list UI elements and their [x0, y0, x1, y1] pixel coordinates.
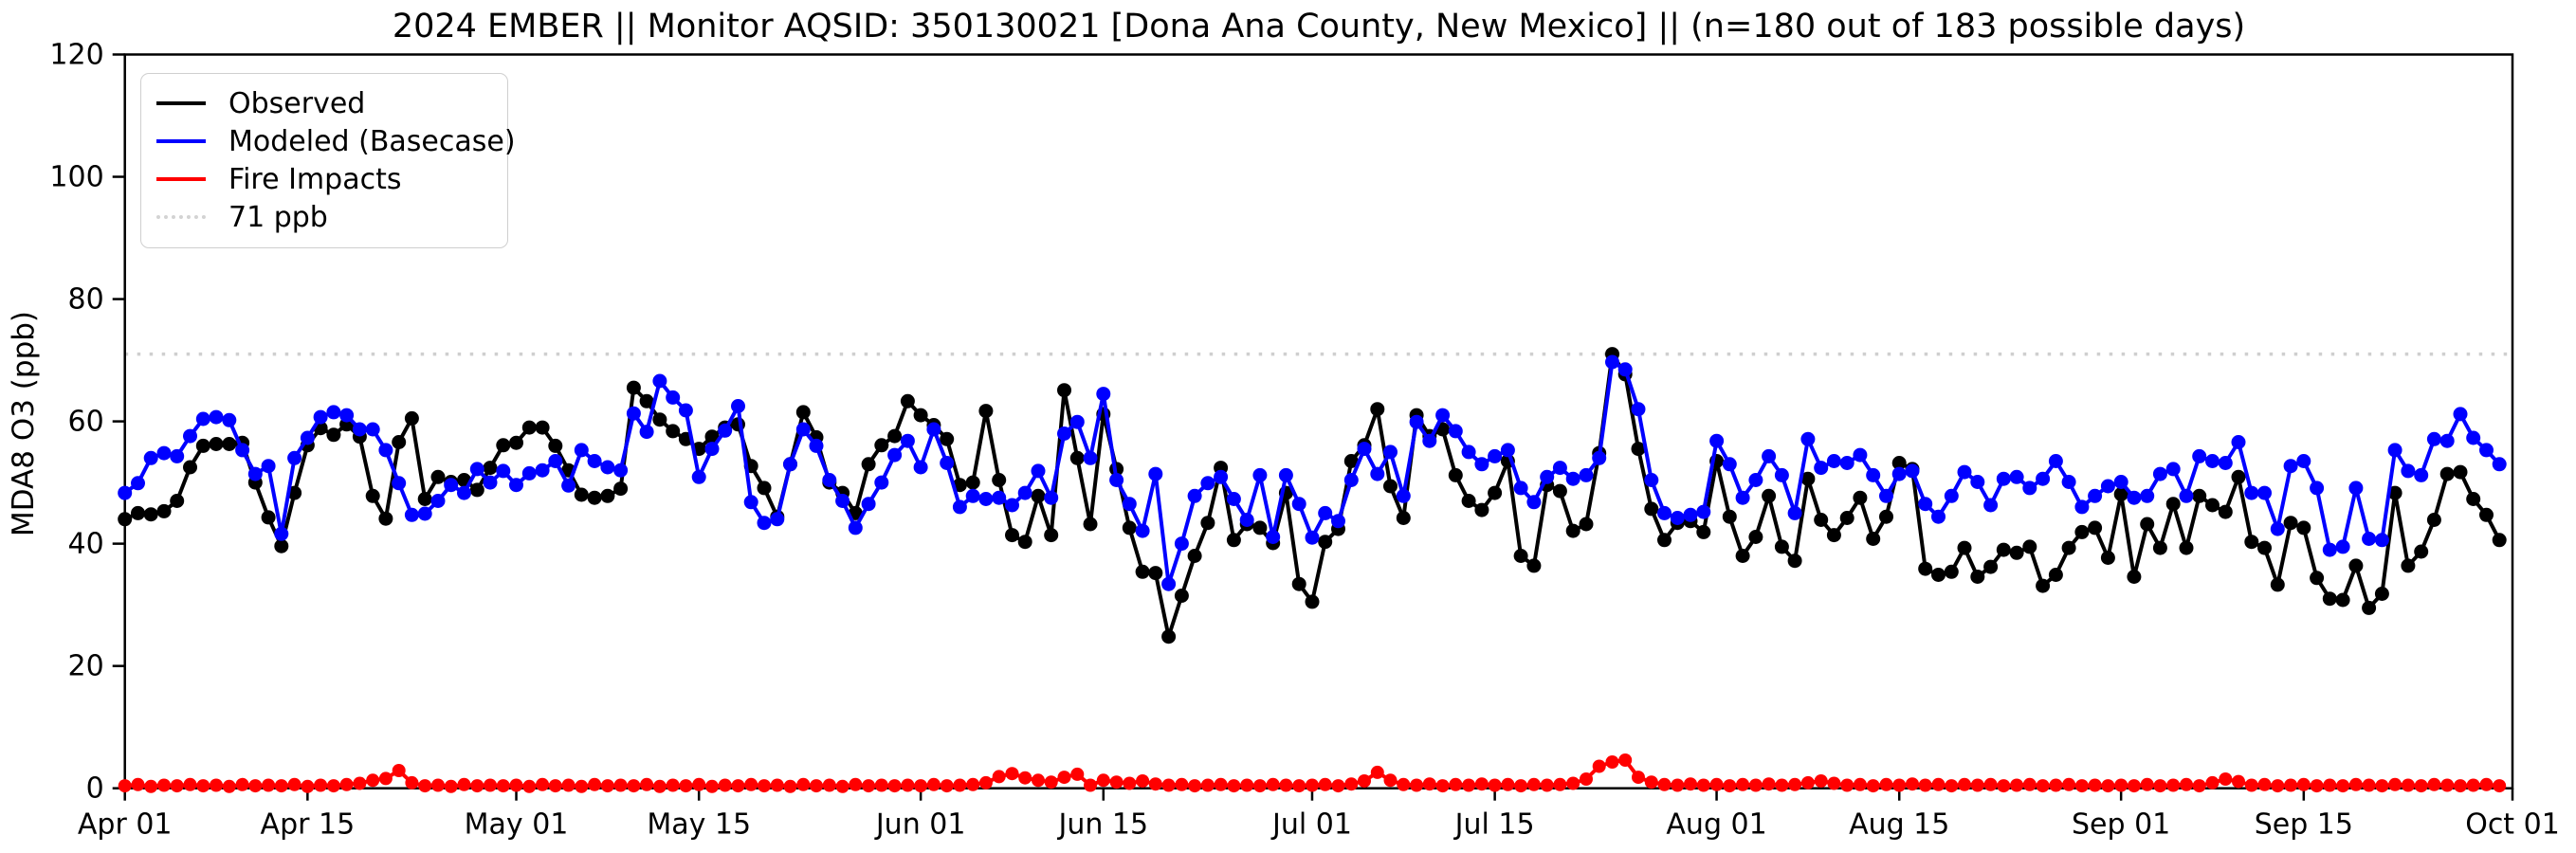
observed-line-swatch: [156, 101, 206, 105]
legend-label-observed: Observed: [228, 86, 366, 120]
x-tick-label: Apr 15: [261, 808, 356, 842]
legend-item-fire: Fire Impacts: [141, 160, 507, 198]
page-title: 2024 EMBER || Monitor AQSID: 350130021 […: [392, 8, 2246, 45]
y-tick-label: 120: [49, 39, 103, 72]
modeled-series-markers: [118, 354, 2507, 591]
y-tick-label: 20: [68, 650, 104, 683]
x-tick-label: Aug 15: [1849, 808, 1949, 842]
x-tick-label: May 01: [465, 808, 569, 842]
x-tick-label: Jun 01: [874, 808, 966, 842]
fire-line-swatch: [156, 177, 206, 181]
legend-label-fire: Fire Impacts: [228, 162, 402, 196]
y-tick-label: 60: [68, 406, 104, 439]
y-tick-label: 80: [68, 283, 104, 317]
y-tick-label: 40: [68, 528, 104, 561]
observed-series-markers: [118, 347, 2507, 644]
x-tick-label: Jul 01: [1270, 808, 1352, 842]
x-tick-label: Aug 01: [1666, 808, 1766, 842]
x-tick-label: Oct 01: [2465, 808, 2560, 842]
legend-item-modeled: Modeled (Basecase): [141, 122, 516, 160]
threshold-line-swatch: [156, 215, 206, 219]
y-tick-label: 100: [49, 161, 103, 194]
legend-item-threshold: 71 ppb: [141, 198, 507, 236]
legend-item-observed: Observed: [141, 84, 507, 122]
x-tick-label: May 15: [647, 808, 751, 842]
y-tick-label: 0: [86, 772, 104, 806]
legend-label-modeled: Modeled (Basecase): [228, 124, 516, 158]
x-tick-label: Jul 15: [1453, 808, 1535, 842]
fire-series-markers: [118, 753, 2507, 793]
modeled-line-swatch: [156, 139, 206, 143]
x-tick-label: Apr 01: [78, 808, 173, 842]
legend-box: Observed Modeled (Basecase) Fire Impacts…: [140, 73, 516, 248]
x-tick-label: Jun 15: [1056, 808, 1148, 842]
x-tick-label: Sep 15: [2255, 808, 2353, 842]
legend-label-threshold: 71 ppb: [228, 200, 328, 234]
x-tick-label: Sep 01: [2072, 808, 2170, 842]
